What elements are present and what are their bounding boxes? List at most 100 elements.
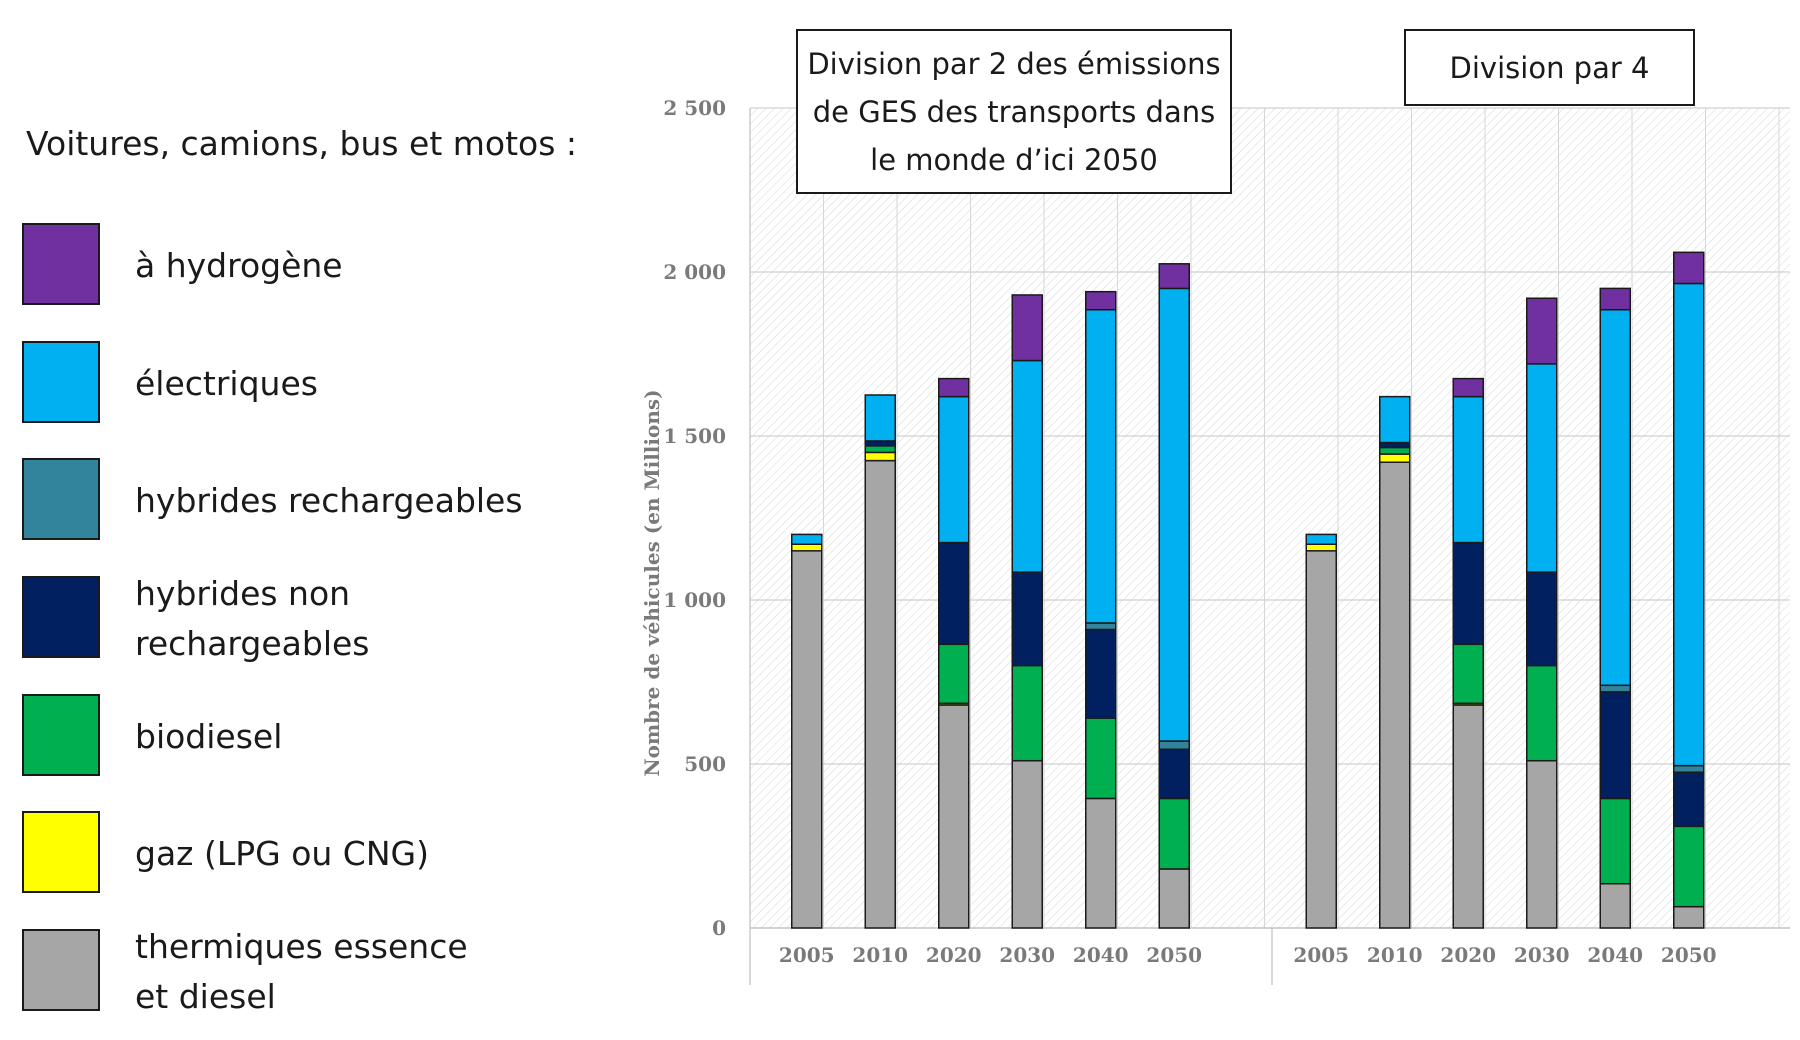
bar-segment-hybrides-rechargeables-2040-group-2 [1599,684,1631,693]
legend-label-electriques: électriques [135,364,318,403]
bar-segment-electriques-2030-group-1 [1011,359,1043,573]
bar-segment-biodiesel-2030-group-1 [1011,664,1043,762]
bar-segment-thermiques-essence-et-diesel-2050-group-1 [1158,868,1190,929]
bar-segment-hybrides-non-rechargeables-2030-group-1 [1011,571,1043,667]
bar-segment-biodiesel-2050-group-1 [1158,797,1190,870]
bar-segment-biodiesel-2020-group-1 [938,643,970,705]
bars [791,251,1705,929]
bar-segment-a-hydrogene-2040-group-1 [1085,290,1117,311]
bar-segment-electriques-2020-group-1 [938,395,970,544]
bar-segment-electriques-2050-group-1 [1158,287,1190,742]
bar-segment-thermiques-essence-et-diesel-2040-group-1 [1085,797,1117,929]
x-tick-label: 2030 [1514,943,1570,967]
bar-segment-a-hydrogene-2030-group-1 [1011,294,1043,362]
bar-segment-hybrides-non-rechargeables-2040-group-2 [1599,691,1631,800]
bar-segment-biodiesel-2040-group-2 [1599,797,1631,885]
legend-item-thermiques: thermiques essence et diesel [22,927,622,1016]
legend-label-thermiques: thermiques essence et diesel [135,927,468,1016]
legend-item-gaz: gaz (LPG ou CNG) [22,811,622,897]
legend-item-hybrides-rechargeables: hybrides rechargeables [22,458,622,544]
x-tick-label: 2010 [1367,943,1423,967]
y-tick-label: 2 500 [663,96,726,120]
bar-segment-hybrides-non-rechargeables-2020-group-2 [1452,541,1484,646]
bar-segment-thermiques-essence-et-diesel-2005-group-2 [1305,550,1337,929]
legend-swatch-electriques [22,341,100,423]
bar-segment-thermiques-essence-et-diesel-2030-group-1 [1011,759,1043,929]
legend-item-hydrogene: à hydrogène [22,223,622,309]
bar-segment-hybrides-non-rechargeables-2050-group-1 [1158,748,1190,800]
legend-title: Voitures, camions, bus et motos : [26,124,578,163]
bar-segment-biodiesel-2010-group-2 [1379,446,1411,455]
bar-segment-biodiesel-2010-group-1 [864,445,896,454]
x-tick-label: 2050 [1146,943,1202,967]
bar-segment-gaz-lpg-ou-cng-2005-group-1 [791,543,823,552]
bar-segment-gaz-lpg-ou-cng-2010-group-2 [1379,453,1411,463]
bar-segment-thermiques-essence-et-diesel-2010-group-2 [1379,461,1411,929]
bar-segment-thermiques-essence-et-diesel-2005-group-1 [791,550,823,929]
legend-swatch-hybrides-non-rechargeables [22,576,100,658]
x-tick-label: 2050 [1661,943,1717,967]
legend-label-hydrogene: à hydrogène [135,246,343,285]
bar-segment-a-hydrogene-2050-group-2 [1673,251,1705,285]
bar-segment-hybrides-non-rechargeables-2020-group-1 [938,541,970,646]
x-tick-label: 2005 [1293,943,1349,967]
bar-segment-hybrides-rechargeables-2050-group-2 [1673,764,1705,773]
x-tick-label: 2040 [1587,943,1643,967]
y-tick-label: 500 [684,752,726,776]
bar-segment-hybrides-non-rechargeables-2030-group-2 [1526,571,1558,667]
x-tick-label: 2030 [999,943,1055,967]
y-tick-label: 2 000 [663,260,726,284]
scenario-box-division-par-2: Division par 2 des émissions de GES des … [796,29,1232,194]
legend-label-hybrides-non-rechargeables: hybrides non rechargeables [135,574,370,663]
legend-item-hybrides-non-rechargeables: hybrides non rechargeables [22,574,622,663]
bar-segment-gaz-lpg-ou-cng-2010-group-1 [864,451,896,462]
scenario-label-division-par-4: Division par 4 [1449,50,1650,85]
scenario-box-division-par-4: Division par 4 [1404,29,1695,106]
x-tick-labels: 2005 2010 2020 2030 2040 2050 2005 2010 2020 2030… [779,943,1717,967]
legend-swatch-gaz [22,811,100,893]
y-tick-label: 1 000 [663,588,726,612]
bar-segment-biodiesel-2020-group-2 [1452,643,1484,705]
bar-segment-biodiesel-2030-group-2 [1526,664,1558,762]
bar-segment-thermiques-essence-et-diesel-2020-group-2 [1452,704,1484,929]
bar-segment-a-hydrogene-2030-group-2 [1526,297,1558,365]
bar-segment-electriques-2040-group-1 [1085,308,1117,624]
bar-segment-hybrides-rechargeables-2040-group-1 [1085,622,1117,631]
legend-swatch-hybrides-rechargeables [22,458,100,540]
legend-label-hybrides-rechargeables: hybrides rechargeables [135,481,523,520]
legend-swatch-biodiesel [22,694,100,776]
legend: Voitures, camions, bus et motos : à hydr… [0,0,640,1040]
bar-segment-a-hydrogene-2050-group-1 [1158,263,1190,290]
bar-segment-biodiesel-2040-group-1 [1085,717,1117,800]
bar-segment-thermiques-essence-et-diesel-2050-group-2 [1673,905,1705,929]
bar-segment-a-hydrogene-2020-group-1 [938,377,970,398]
bar-segment-electriques-2050-group-2 [1673,282,1705,767]
legend-item-biodiesel: biodiesel [22,694,622,780]
bar-segment-a-hydrogene-2040-group-2 [1599,287,1631,311]
bar-segment-electriques-2005-group-2 [1305,533,1337,545]
bar-segment-hybrides-non-rechargeables-2050-group-2 [1673,771,1705,828]
scenario-label-division-par-2: Division par 2 des émissions de GES des … [807,46,1221,177]
bar-segment-electriques-2010-group-2 [1379,395,1411,444]
bar-segment-thermiques-essence-et-diesel-2010-group-1 [864,459,896,929]
bar-segment-electriques-2030-group-2 [1526,363,1558,573]
y-tick-labels: 0 500 1 000 1 500 2 000 2 500 [663,96,726,940]
x-tick-label: 2010 [852,943,908,967]
bar-segment-electriques-2010-group-1 [864,394,896,442]
bar-segment-thermiques-essence-et-diesel-2020-group-1 [938,704,970,929]
x-tick-label: 2020 [926,943,982,967]
bar-segment-biodiesel-2050-group-2 [1673,825,1705,908]
bar-segment-hybrides-rechargeables-2050-group-1 [1158,740,1190,750]
bar-segment-thermiques-essence-et-diesel-2030-group-2 [1526,759,1558,929]
x-tick-label: 2040 [1073,943,1129,967]
bar-segment-electriques-2020-group-2 [1452,395,1484,544]
x-tick-label: 2005 [779,943,835,967]
legend-swatch-thermiques [22,929,100,1011]
legend-swatch-hydrogene [22,223,100,305]
bar-segment-a-hydrogene-2020-group-2 [1452,377,1484,398]
legend-item-electriques: électriques [22,341,622,427]
y-tick-label: 0 [712,916,726,940]
bar-segment-electriques-2040-group-2 [1599,308,1631,687]
bar-segment-hybrides-non-rechargeables-2040-group-1 [1085,628,1117,719]
